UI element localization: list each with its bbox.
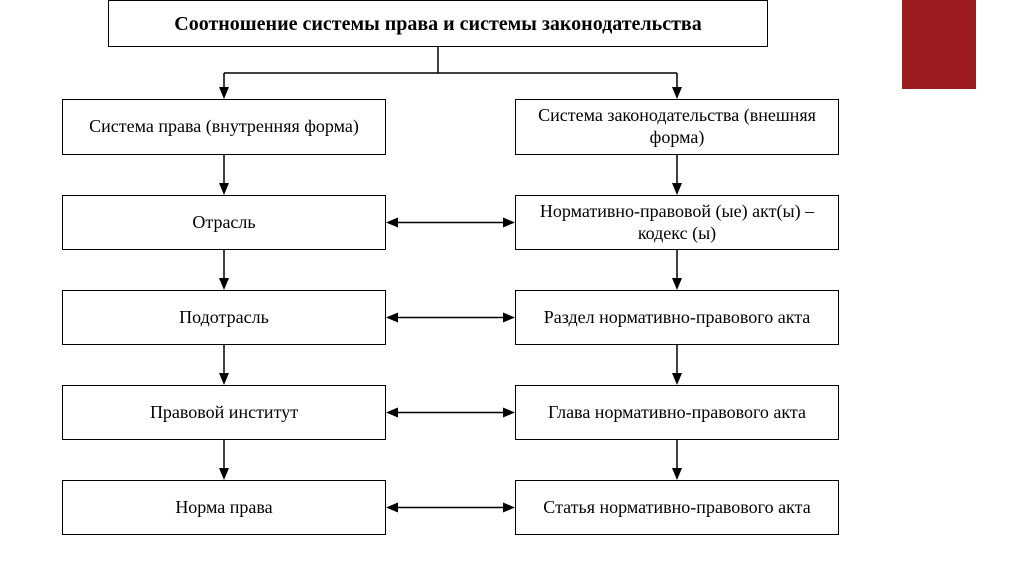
left-node-2-text: Подотрасль (179, 307, 269, 329)
right-node-0: Система законодательства (внешняя форма) (515, 99, 839, 155)
left-node-4: Норма права (62, 480, 386, 535)
right-node-2-text: Раздел нормативно-правового акта (544, 307, 811, 329)
left-node-0-text: Система права (внутренняя форма) (89, 116, 359, 138)
left-node-0: Система права (внутренняя форма) (62, 99, 386, 155)
diagram-header-box: Соотношение системы права и системы зако… (108, 0, 768, 47)
right-node-4: Статья нормативно-правового акта (515, 480, 839, 535)
right-node-3: Глава нормативно-правового акта (515, 385, 839, 440)
right-node-0-text: Система законодательства (внешняя форма) (522, 105, 832, 148)
left-node-3-text: Правовой институт (150, 402, 298, 424)
left-node-1-text: Отрасль (192, 212, 255, 234)
right-node-1-text: Нормативно-правовой (ые) акт(ы) – кодекс… (522, 201, 832, 244)
right-node-2: Раздел нормативно-правового акта (515, 290, 839, 345)
right-node-1: Нормативно-правовой (ые) акт(ы) – кодекс… (515, 195, 839, 250)
right-node-3-text: Глава нормативно-правового акта (548, 402, 806, 424)
accent-block (902, 0, 976, 89)
left-node-3: Правовой институт (62, 385, 386, 440)
right-node-4-text: Статья нормативно-правового акта (543, 497, 810, 519)
left-node-4-text: Норма права (175, 497, 272, 519)
diagram-header-text: Соотношение системы права и системы зако… (174, 12, 701, 36)
left-node-2: Подотрасль (62, 290, 386, 345)
left-node-1: Отрасль (62, 195, 386, 250)
